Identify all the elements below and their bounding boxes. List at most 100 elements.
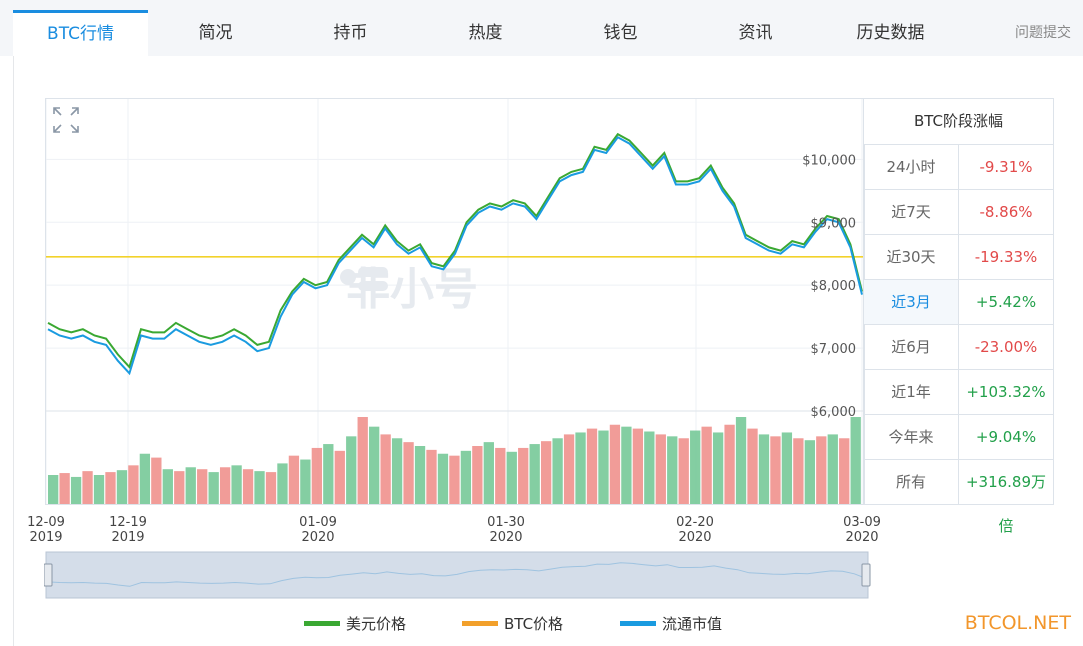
stats-row-label: 所有 <box>864 460 959 504</box>
legend-swatch-green <box>304 620 340 626</box>
volume-bar <box>816 436 827 504</box>
stats-row[interactable]: 近1年 +103.32% <box>864 370 1054 415</box>
volume-bar <box>758 434 770 504</box>
x-tick-year: 2019 <box>29 530 62 545</box>
volume-bar <box>288 455 300 504</box>
stats-row-label: 今年来 <box>864 415 959 459</box>
x-tick-label: 02-20 <box>676 515 714 530</box>
x-tick-label: 03-09 <box>843 515 881 530</box>
stats-row-label: 近1年 <box>864 370 959 414</box>
volume-bar <box>644 431 655 504</box>
tab-popularity[interactable]: 热度 <box>468 23 503 43</box>
stats-row[interactable]: 近30天 -19.33% <box>864 235 1054 280</box>
volume-bar <box>197 469 208 504</box>
volume-bar <box>735 417 747 504</box>
tab-overview[interactable]: 简况 <box>198 23 233 43</box>
x-tick-year: 2020 <box>301 530 334 545</box>
expand-icon[interactable] <box>50 104 82 136</box>
volume-bar <box>380 434 391 504</box>
volume-bar <box>804 440 815 504</box>
volume-bar <box>105 472 116 504</box>
y-tick-label: $10,000 <box>802 153 856 168</box>
volume-bar <box>323 444 334 504</box>
x-tick-year: 2019 <box>111 530 144 545</box>
y-tick-label: $9,000 <box>811 216 857 231</box>
x-tick-label: 12-09 <box>27 515 65 530</box>
legend-usd-price[interactable]: 美元价格 <box>304 612 406 634</box>
volume-bar <box>518 447 529 504</box>
stats-row-label: 近3月 <box>864 280 959 324</box>
navigator-handle-left <box>44 563 53 587</box>
volume-bar <box>391 438 403 504</box>
tab-btc-market[interactable]: BTC行情 <box>13 10 148 56</box>
volume-bar <box>850 417 861 504</box>
volume-bar <box>529 444 540 504</box>
volume-bar <box>781 432 793 504</box>
y-tick-label: $8,000 <box>811 279 857 294</box>
stats-row-value: +5.42% <box>975 293 1037 311</box>
volume-bar <box>369 426 380 504</box>
volume-bar <box>242 469 254 504</box>
stats-row-value: +9.04% <box>975 428 1037 446</box>
tab-bar: BTC行情 简况 持币 热度 钱包 资讯 历史数据 问题提交 <box>0 0 1083 56</box>
watermark-logo <box>340 269 356 285</box>
volume-bar <box>678 438 689 504</box>
stats-row-value: +103.32% <box>966 383 1046 401</box>
volume-bar <box>254 471 265 504</box>
volume-bar <box>174 471 185 504</box>
tab-wallet[interactable]: 钱包 <box>603 23 638 43</box>
price-chart[interactable]: 非小号$10,000$9,000$8,000$7,000$6,000 <box>46 99 864 504</box>
volume-bar <box>506 451 517 504</box>
volume-bar <box>575 432 586 504</box>
volume-bar <box>827 434 838 504</box>
tab-news[interactable]: 资讯 <box>738 23 773 43</box>
legend-market-cap[interactable]: 流通市值 <box>620 612 722 634</box>
volume-bar <box>208 472 219 504</box>
stats-row-value: -23.00% <box>974 338 1038 356</box>
tab-holdings[interactable]: 持币 <box>333 23 368 43</box>
range-navigator[interactable] <box>44 550 874 600</box>
volume-bar <box>219 467 231 504</box>
series-line <box>47 132 863 369</box>
volume-bar <box>231 465 242 504</box>
x-tick-label: 12-19 <box>109 515 147 530</box>
feedback-link[interactable]: 问题提交 <box>1015 25 1071 41</box>
x-tick-year: 2020 <box>678 530 711 545</box>
stats-row-label: 近30天 <box>864 235 959 279</box>
watermark-logo <box>358 267 388 277</box>
stats-row-label: 24小时 <box>864 145 959 189</box>
volume-bar <box>495 447 506 504</box>
stats-row[interactable]: 24小时 -9.31% <box>864 145 1054 190</box>
y-tick-label: $7,000 <box>811 342 857 357</box>
stats-panel: BTC阶段涨幅 24小时 -9.31% 近7天 -8.86% 近30天 -19.33% 近3… <box>863 98 1054 535</box>
legend-btc-price[interactable]: BTC价格 <box>462 612 563 634</box>
volume-bar <box>839 438 850 504</box>
stats-row[interactable]: 近6月 -23.00% <box>864 325 1054 370</box>
volume-bar <box>162 469 173 504</box>
volume-bar <box>93 475 105 504</box>
volume-bar <box>414 446 426 504</box>
series-line <box>47 136 863 376</box>
volume-bar <box>655 434 666 504</box>
navigator-line <box>47 562 867 587</box>
stats-row[interactable]: 所有 +316.89万倍 <box>864 460 1054 535</box>
volume-bar <box>621 426 632 504</box>
volume-bar <box>609 424 621 504</box>
stats-row[interactable]: 近7天 -8.86% <box>864 190 1054 235</box>
legend-label: 流通市值 <box>662 614 723 633</box>
volume-bar <box>265 472 277 504</box>
volume-bar <box>151 457 162 504</box>
volume-bar <box>460 450 472 504</box>
stats-row[interactable]: 近3月 +5.42% <box>864 280 1054 325</box>
legend-label: BTC价格 <box>504 614 564 633</box>
volume-bar <box>346 436 357 504</box>
stats-panel-title: BTC阶段涨幅 <box>864 98 1054 145</box>
volume-bar <box>483 442 494 504</box>
volume-bar <box>48 475 59 504</box>
legend-swatch-orange <box>462 620 498 626</box>
legend-label: 美元价格 <box>346 614 407 633</box>
tab-history[interactable]: 历史数据 <box>856 23 925 43</box>
volume-bar <box>747 428 758 504</box>
stats-row[interactable]: 今年来 +9.04% <box>864 415 1054 460</box>
volume-bar <box>82 471 93 504</box>
